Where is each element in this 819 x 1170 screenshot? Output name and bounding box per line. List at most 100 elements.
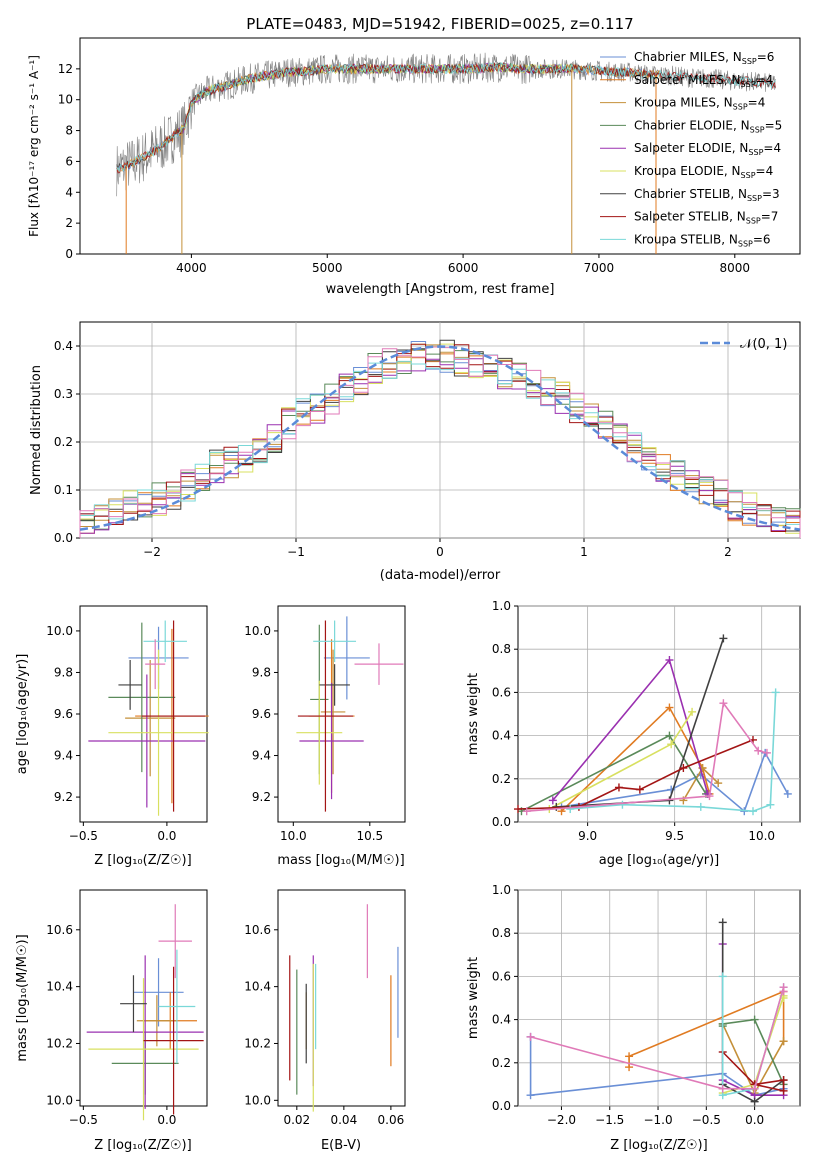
legend-count: =4 — [748, 96, 766, 110]
x-tick-label: −0.5 — [69, 1113, 98, 1127]
legend-subscript: SSP — [750, 125, 765, 134]
weight-line — [560, 706, 711, 812]
x-tick-label: −0.5 — [69, 829, 98, 843]
y-tick-label: 4 — [65, 185, 73, 199]
x-tick-label: −0.5 — [692, 1113, 721, 1127]
residuals-ylabel: Normed distribution — [29, 365, 44, 495]
y-tick-label: 0.6 — [492, 685, 511, 699]
y-tick-label: 10.0 — [46, 624, 73, 638]
legend-subscript: SSP — [742, 57, 757, 66]
weight-vs-z-ylabel: mass weight — [466, 957, 481, 1039]
gaussian-curve — [79, 345, 801, 531]
age-vs-z-panel: −0.5 0.09.29.49.69.810.0 Z [log₁₀(Z/Z☉)] … — [15, 605, 209, 868]
mass-vs-ebv-xlabel: E(B-V) — [321, 1138, 361, 1153]
x-tick-label: 2 — [724, 545, 732, 559]
figure-title: PLATE=0483, MJD=51942, FIBERID=0025, z=0… — [246, 15, 633, 33]
y-tick-label: 8 — [65, 124, 73, 138]
y-tick-label: 9.4 — [54, 749, 73, 763]
residuals-legend: 𝒩(0, 1) — [700, 337, 787, 352]
spectrum-axis-ticks: 4000 5000 6000 7000 8000 0 2 4 6 8 10 12 — [58, 62, 750, 275]
y-tick-label: 1.0 — [492, 599, 511, 613]
legend-count: =6 — [757, 50, 775, 64]
y-tick-label: 0.1 — [54, 483, 73, 497]
x-tick-label: 8000 — [720, 261, 751, 275]
age-vs-z-xlabel: Z [log₁₀(Z/Z☉)] — [94, 853, 191, 868]
mass-vs-z-content: −0.5 0.0 10.0 10.2 10.4 10.6 — [46, 904, 204, 1127]
x-tick-label: 0.04 — [330, 1113, 357, 1127]
age-vs-z-content: −0.5 0.0 9.2 9.4 9.6 9.8 10.0 — [46, 620, 209, 843]
weight-vs-z-plot-area — [517, 889, 801, 1107]
mass-vs-z-panel: −0.5 0.010.010.210.410.6 Z [log₁₀(Z/Z☉)] … — [15, 889, 208, 1153]
legend-subscript: SSP — [733, 103, 748, 112]
weight-vs-age-panel: 9.0 9.5 10.0 0.0 0.2 0.4 0.6 0.8 1.0 age [log₁₀(… — [466, 599, 801, 868]
y-tick-label: 0.2 — [492, 1056, 511, 1070]
x-tick-label: 0.0 — [157, 829, 176, 843]
mass-vs-ebv-panel: 0.02 0.04 0.06 10.0 10.2 10.4 10.6 E(B-V) — [244, 889, 406, 1153]
legend-count: =7 — [761, 210, 779, 224]
y-tick-label: 0.8 — [492, 642, 511, 656]
spectrum-xlabel: wavelength [Angstrom, rest frame] — [326, 282, 555, 297]
x-tick-label: 6000 — [448, 261, 479, 275]
x-tick-label: 10.5 — [356, 829, 383, 843]
x-tick-label: −2.0 — [547, 1113, 576, 1127]
legend-count: =3 — [762, 187, 780, 201]
x-tick-label: −1 — [287, 545, 305, 559]
y-tick-label: 9.4 — [252, 749, 271, 763]
y-tick-label: 1.0 — [492, 883, 511, 897]
y-tick-label: 10.0 — [244, 624, 271, 638]
legend-subscript: SSP — [748, 148, 763, 157]
legend-label: Kroupa STELIB, NSSP=6 — [634, 232, 771, 248]
x-tick-label: 9.0 — [578, 829, 597, 843]
x-tick-label: 4000 — [176, 261, 207, 275]
y-tick-label: 0.6 — [492, 969, 511, 983]
legend-count: =4 — [763, 141, 781, 155]
weight-vs-age-xlabel: age [log₁₀(age/yr)] — [599, 853, 720, 868]
y-tick-label: 2 — [65, 216, 73, 230]
mass-vs-ebv-content: 0.02 0.04 0.06 10.0 10.2 10.4 10.6 — [244, 904, 404, 1127]
legend-label: Salpeter ELODIE, NSSP=4 — [634, 141, 781, 157]
mass-vs-z-ylabel: mass [log₁₀(M/M☉)] — [15, 934, 30, 1061]
y-tick-label: 0.0 — [54, 531, 73, 545]
legend-subscript: SSP — [746, 217, 761, 226]
x-tick-label: −2 — [143, 545, 161, 559]
y-tick-label: 9.6 — [54, 707, 73, 721]
spectrum-lines — [116, 52, 776, 254]
y-tick-label: 10.0 — [46, 1093, 73, 1107]
y-tick-label: 10.6 — [244, 923, 271, 937]
legend-count: =4 — [756, 73, 774, 87]
x-tick-label: 10.0 — [280, 829, 307, 843]
x-tick-label: 5000 — [312, 261, 343, 275]
weight-vs-z-panel: −2.0 −1.5 −1.0 −0.5 0.0 0.0 0.2 0.4 0.6 0.8 1.0 Z … — [466, 883, 801, 1153]
legend-label: Kroupa ELODIE, NSSP=4 — [634, 164, 773, 180]
x-tick-label: 7000 — [584, 261, 615, 275]
y-tick-label: 10.4 — [46, 980, 73, 994]
legend-label: Kroupa MILES, NSSP=4 — [634, 96, 765, 112]
legend-subscript: SSP — [738, 239, 753, 248]
residuals-xlabel: (data-model)/error — [380, 568, 501, 583]
y-tick-label: 0 — [65, 247, 73, 261]
weight-line — [628, 990, 785, 1068]
legend-count: =6 — [753, 232, 771, 246]
y-tick-label: 6 — [65, 154, 73, 168]
y-tick-label: 9.2 — [54, 790, 73, 804]
x-tick-label: 1 — [580, 545, 588, 559]
legend-label: Chabrier STELIB, NSSP=3 — [634, 187, 780, 203]
y-tick-label: 0.8 — [492, 926, 511, 940]
mass-vs-z-xlabel: Z [log₁₀(Z/Z☉)] — [94, 1138, 191, 1153]
legend-label: Salpeter MILES, NSSP=4 — [634, 73, 773, 89]
x-tick-label: −1.0 — [643, 1113, 672, 1127]
x-tick-label: 0.02 — [283, 1113, 310, 1127]
y-tick-label: 12 — [58, 62, 73, 76]
x-tick-label: 0.0 — [157, 1113, 176, 1127]
x-tick-label: 0.06 — [378, 1113, 405, 1127]
legend-count: =4 — [756, 164, 774, 178]
y-tick-label: 0.0 — [492, 815, 511, 829]
y-tick-label: 10.2 — [244, 1036, 271, 1050]
y-tick-label: 0.0 — [492, 1099, 511, 1113]
weight-vs-z-content: −2.0 −1.5 −1.0 −0.5 0.0 0.0 0.2 0.4 0.6 0.8 1.0 — [492, 883, 800, 1127]
y-tick-label: 0.4 — [492, 729, 511, 743]
x-tick-label: 0 — [436, 545, 444, 559]
age-vs-z-plot-area — [79, 605, 208, 823]
legend-count: =5 — [765, 118, 783, 132]
